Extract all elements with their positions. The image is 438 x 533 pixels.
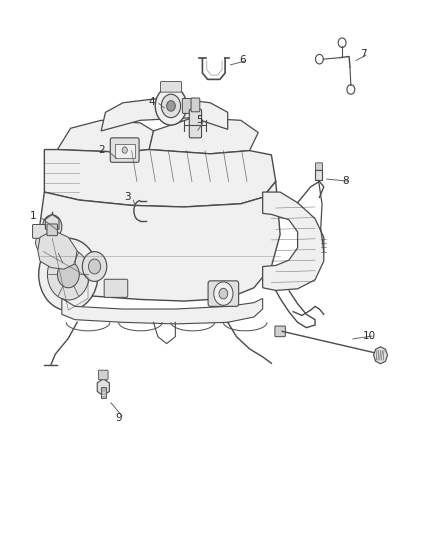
Circle shape [88, 259, 101, 274]
Bar [115, 144, 135, 158]
Circle shape [315, 54, 323, 64]
Circle shape [161, 94, 180, 118]
FancyBboxPatch shape [208, 281, 239, 306]
FancyBboxPatch shape [99, 370, 108, 379]
Polygon shape [38, 230, 77, 269]
FancyBboxPatch shape [110, 138, 139, 163]
Text: 8: 8 [343, 176, 349, 187]
FancyBboxPatch shape [275, 326, 286, 337]
Text: 6: 6 [240, 55, 246, 65]
Circle shape [122, 147, 127, 154]
Polygon shape [40, 181, 280, 301]
Polygon shape [263, 192, 324, 290]
Circle shape [47, 249, 89, 300]
Circle shape [214, 282, 233, 305]
Circle shape [48, 221, 57, 232]
Polygon shape [101, 98, 228, 131]
Circle shape [155, 87, 187, 125]
Circle shape [338, 38, 346, 47]
Bar [101, 387, 106, 398]
Ellipse shape [155, 94, 182, 120]
Circle shape [166, 101, 175, 111]
Text: 9: 9 [115, 413, 122, 423]
Circle shape [219, 288, 228, 299]
Polygon shape [57, 120, 153, 152]
Circle shape [57, 261, 79, 288]
FancyBboxPatch shape [182, 99, 194, 114]
FancyBboxPatch shape [191, 98, 200, 112]
Text: 5: 5 [196, 115, 203, 125]
Bar [315, 169, 322, 180]
FancyBboxPatch shape [189, 109, 201, 138]
Ellipse shape [161, 100, 177, 115]
Circle shape [39, 238, 98, 311]
Circle shape [347, 85, 355, 94]
FancyBboxPatch shape [104, 279, 128, 297]
Circle shape [35, 233, 51, 252]
Text: 7: 7 [360, 49, 367, 59]
FancyBboxPatch shape [32, 224, 47, 238]
Text: 4: 4 [148, 96, 155, 107]
FancyBboxPatch shape [160, 82, 181, 92]
Text: 3: 3 [124, 192, 131, 203]
Circle shape [82, 252, 107, 281]
Polygon shape [44, 150, 276, 207]
Text: 2: 2 [98, 144, 104, 155]
Text: 1: 1 [30, 211, 37, 221]
Ellipse shape [166, 104, 172, 110]
Polygon shape [62, 298, 263, 324]
Text: 10: 10 [363, 330, 376, 341]
FancyBboxPatch shape [315, 163, 322, 170]
Polygon shape [149, 118, 258, 154]
Circle shape [42, 215, 62, 238]
FancyBboxPatch shape [47, 224, 57, 236]
